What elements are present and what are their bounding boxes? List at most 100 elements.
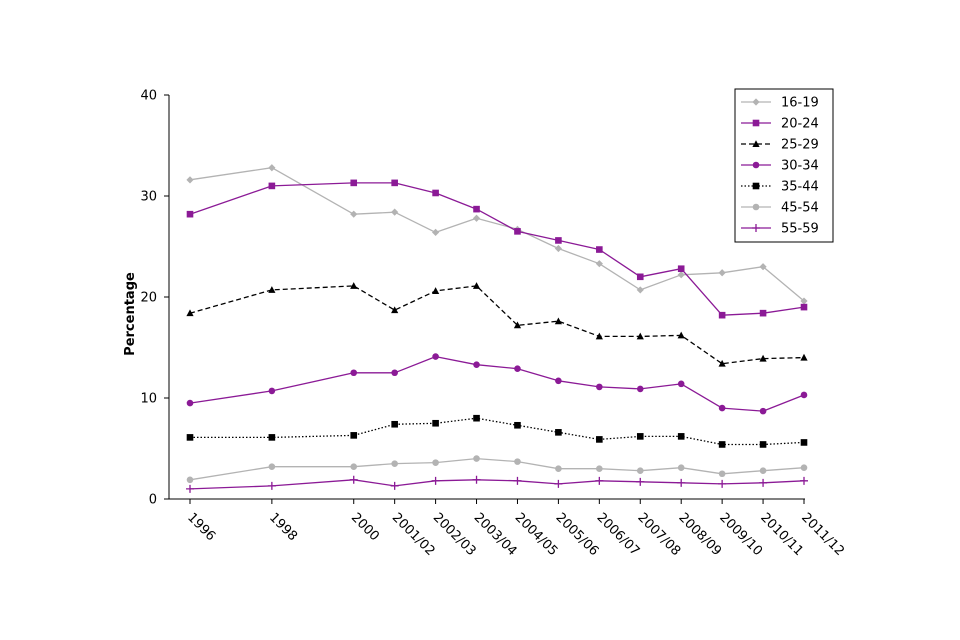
plot-lines — [189, 167, 805, 490]
point-25-29-1996 — [186, 309, 194, 317]
point-45-54-2007-08 — [636, 467, 644, 475]
legend-marker-45-54 — [752, 203, 760, 211]
point-35-44-2001-02 — [391, 420, 398, 428]
point-16-19-2007-08 — [636, 286, 644, 294]
point-30-34-1996 — [186, 399, 194, 407]
x-ticks: 1996 1998 2000 2001/022002/032003/042004/05… — [184, 499, 847, 559]
point-20-24-2001-02 — [391, 179, 398, 187]
series-points-20-24 — [186, 179, 808, 319]
x-tick-label-2010-11: 2010/11 — [757, 510, 806, 559]
point-35-44-2002-03 — [432, 419, 439, 427]
y-tick-label-40: 40 — [140, 89, 157, 104]
legend-entry-55-59: 55-59 — [741, 222, 819, 237]
legend-label-30-34: 30-34 — [781, 159, 819, 174]
x-tick-label-1998: 1998 — [266, 510, 300, 544]
point-20-24-2008-09 — [677, 265, 685, 273]
point-20-24-2010-11 — [759, 309, 767, 317]
point-35-44-2006-07 — [596, 436, 603, 443]
point-45-54-1998 — [268, 463, 276, 470]
legend-label-55-59: 55-59 — [781, 222, 819, 237]
point-16-19-2000 — [350, 210, 358, 218]
point-45-54-2002-03 — [432, 459, 439, 466]
legend-entry-25-29: 25-29 — [741, 138, 819, 153]
point-25-29-2011-12 — [800, 353, 808, 361]
plot-markers — [186, 164, 808, 493]
point-30-34-1998 — [268, 387, 276, 395]
point-55-59-2000 — [349, 475, 358, 484]
point-35-44-2007-08 — [636, 433, 644, 440]
point-35-44-2011-12 — [800, 439, 808, 446]
x-tick-label-2011-12: 2011/12 — [798, 510, 847, 559]
point-35-44-1998 — [268, 434, 276, 441]
series-line-35-44 — [190, 417, 805, 446]
y-tick-label-20: 20 — [140, 291, 157, 306]
series-points-30-34 — [186, 353, 808, 415]
point-35-44-2008-09 — [677, 433, 685, 440]
y-tick-label-30: 30 — [140, 190, 157, 205]
point-55-59-2011-12 — [800, 476, 808, 485]
point-16-19-2006-07 — [595, 260, 603, 268]
point-20-24-2011-12 — [800, 303, 808, 311]
point-35-44-2004-05 — [514, 421, 521, 429]
point-20-24-2002-03 — [432, 189, 439, 197]
point-25-29-2002-03 — [432, 287, 440, 294]
series-points-35-44 — [186, 414, 808, 448]
point-55-59-1998 — [267, 481, 276, 490]
point-55-59-2006-07 — [595, 476, 604, 485]
point-45-54-2003-04 — [473, 455, 480, 462]
point-55-59-2009-10 — [718, 479, 727, 488]
legend-label-16-19: 16-19 — [781, 96, 819, 111]
x-tick-label-2008-09: 2008/09 — [675, 510, 724, 559]
series-line-30-34 — [189, 355, 805, 412]
point-20-24-2005-06 — [555, 237, 562, 244]
x-tick-label-2007-08: 2007/08 — [634, 510, 683, 559]
y-ticks: 0 10 20 30 40 — [140, 89, 169, 508]
point-55-59-2003-04 — [472, 475, 481, 484]
series-points-45-54 — [186, 455, 808, 484]
x-tick-label-2003-04: 2003/04 — [471, 510, 520, 559]
point-45-54-2000 — [350, 463, 358, 470]
series-points-16-19 — [186, 164, 808, 305]
legend-marker-25-29 — [752, 140, 760, 147]
point-45-54-2001-02 — [391, 460, 398, 467]
legend-entries: 16-19 20-24 25-29 30-34 35-44 45-54 55-59 — [741, 96, 819, 237]
point-20-24-1998 — [268, 182, 276, 190]
point-30-34-2010-11 — [759, 407, 767, 415]
legend-entry-30-34: 30-34 — [741, 159, 819, 174]
point-25-29-2003-04 — [472, 282, 481, 289]
point-45-54-2006-07 — [596, 465, 603, 473]
y-axis-title: Percentage — [123, 272, 138, 356]
legend-entry-35-44: 35-44 — [741, 180, 819, 195]
legend-label-25-29: 25-29 — [781, 138, 819, 153]
series-points-25-29 — [186, 282, 808, 367]
point-25-29-2009-10 — [718, 359, 726, 367]
point-55-59-2010-11 — [759, 478, 768, 487]
x-tick-label-2005-06: 2005/06 — [553, 510, 602, 559]
point-16-19-2002-03 — [432, 228, 440, 236]
x-tick-label-1996: 1996 — [184, 510, 218, 544]
point-45-54-2011-12 — [800, 464, 808, 471]
point-30-34-2003-04 — [473, 361, 480, 368]
point-16-19-2003-04 — [472, 214, 481, 222]
point-25-29-2001-02 — [391, 306, 399, 314]
legend-marker-55-59 — [752, 224, 760, 232]
point-25-29-2007-08 — [636, 332, 644, 340]
legend-marker-16-19 — [752, 98, 760, 106]
point-45-54-2004-05 — [514, 458, 521, 465]
x-tick-label-2009-10: 2009/10 — [716, 510, 765, 559]
point-16-19-2010-11 — [759, 263, 767, 271]
point-55-59-2005-06 — [554, 479, 563, 488]
x-tick-label-2002-03: 2002/03 — [430, 510, 479, 559]
point-55-59-2001-02 — [390, 481, 399, 490]
point-20-24-2007-08 — [636, 273, 644, 281]
point-30-34-2011-12 — [800, 391, 808, 399]
legend-label-20-24: 20-24 — [781, 117, 819, 132]
point-16-19-1998 — [268, 164, 276, 172]
legend-entry-45-54: 45-54 — [741, 201, 819, 216]
legend: 16-19 20-24 25-29 30-34 35-44 45-54 55-59 — [734, 88, 834, 243]
point-25-29-2006-07 — [595, 332, 603, 340]
point-16-19-2011-12 — [800, 297, 808, 305]
y-tick-label-0: 0 — [149, 493, 157, 508]
point-45-54-2005-06 — [555, 465, 562, 473]
